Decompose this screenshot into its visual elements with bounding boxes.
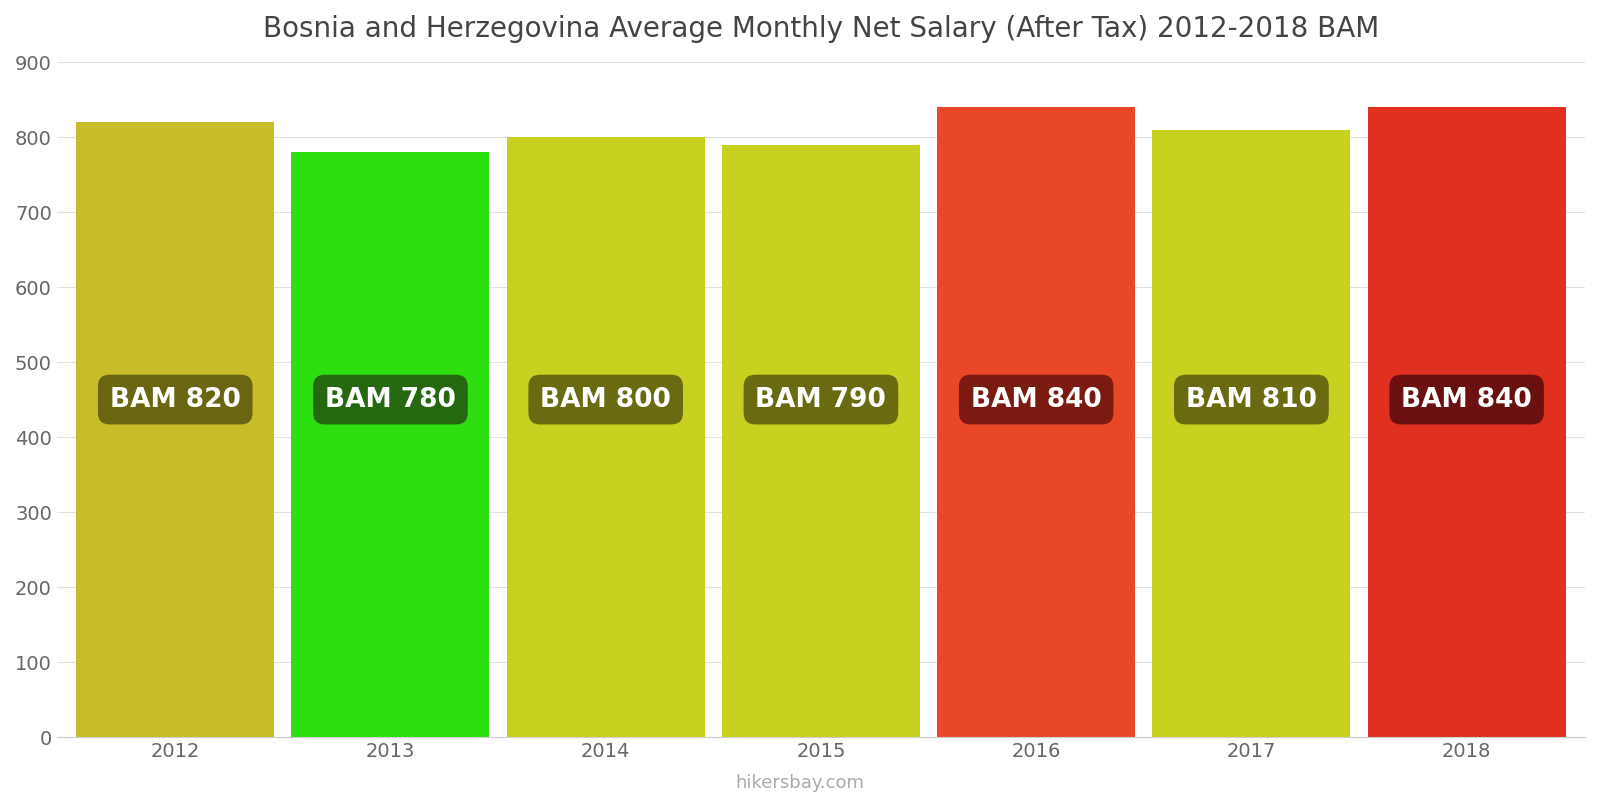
Text: BAM 790: BAM 790 (755, 386, 886, 413)
Bar (1368, 107, 1566, 737)
Bar (77, 122, 274, 737)
Title: Bosnia and Herzegovina Average Monthly Net Salary (After Tax) 2012-2018 BAM: Bosnia and Herzegovina Average Monthly N… (262, 15, 1379, 43)
Text: BAM 820: BAM 820 (110, 386, 240, 413)
Bar (722, 145, 920, 737)
Bar (1152, 130, 1350, 737)
Bar (938, 107, 1134, 737)
Bar (507, 137, 704, 737)
Text: BAM 800: BAM 800 (541, 386, 670, 413)
Text: hikersbay.com: hikersbay.com (736, 774, 864, 792)
Text: BAM 810: BAM 810 (1186, 386, 1317, 413)
Text: BAM 840: BAM 840 (1402, 386, 1531, 413)
Text: BAM 840: BAM 840 (971, 386, 1101, 413)
Bar (291, 152, 490, 737)
Text: BAM 780: BAM 780 (325, 386, 456, 413)
